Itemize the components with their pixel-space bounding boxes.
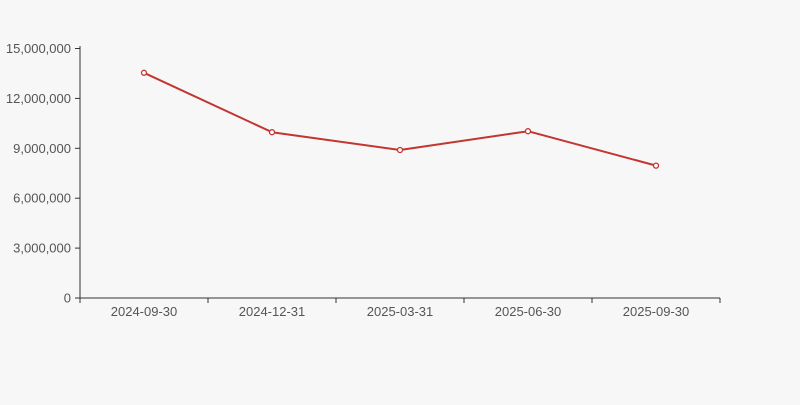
x-axis-label: 2025-06-30 bbox=[495, 304, 562, 319]
data-point-marker[interactable] bbox=[524, 128, 532, 135]
y-axis-label: 9,000,000 bbox=[13, 141, 71, 156]
data-point-marker[interactable] bbox=[396, 146, 404, 154]
data-point-marker[interactable] bbox=[652, 162, 660, 169]
x-axis-label: 2025-03-31 bbox=[367, 304, 434, 319]
x-axis-label: 2024-09-30 bbox=[111, 304, 178, 319]
data-point-marker[interactable] bbox=[140, 69, 148, 76]
x-axis-label: 2025-09-30 bbox=[623, 304, 690, 319]
y-axis-label: 6,000,000 bbox=[13, 191, 71, 206]
y-axis-label: 15,000,000 bbox=[6, 41, 71, 56]
y-axis-label: 12,000,000 bbox=[6, 91, 71, 106]
data-point-marker[interactable] bbox=[268, 129, 276, 136]
x-axis-label: 2024-12-31 bbox=[239, 304, 306, 319]
y-axis-label: 0 bbox=[64, 291, 71, 306]
y-axis-label: 3,000,000 bbox=[13, 241, 71, 256]
